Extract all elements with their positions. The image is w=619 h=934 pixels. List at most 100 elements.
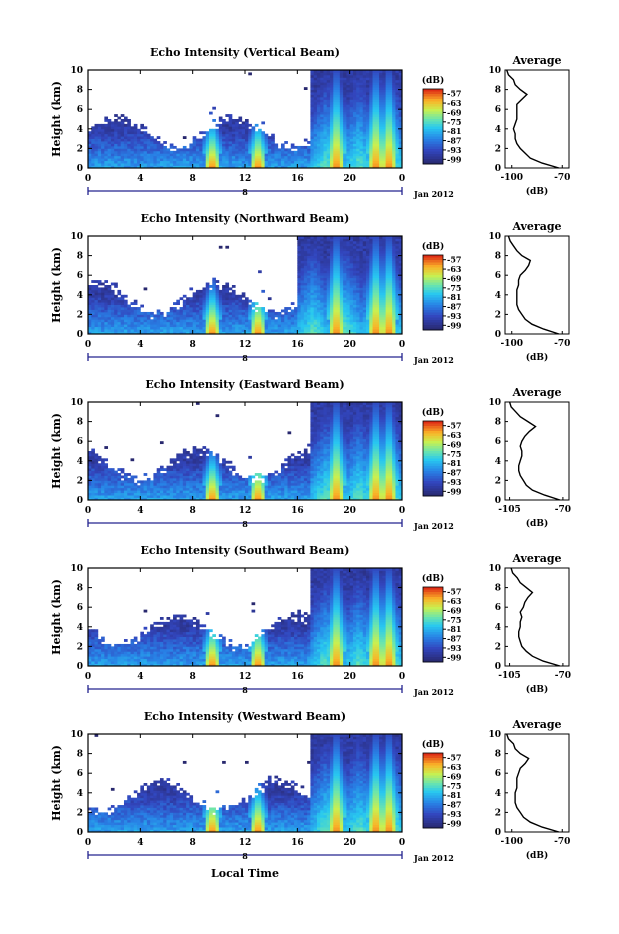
heatmap-cell	[395, 75, 399, 78]
heatmap-cell	[193, 300, 197, 303]
heatmap-cell	[350, 87, 354, 90]
heatmap-cell	[140, 485, 144, 488]
heatmap-cell	[216, 151, 220, 154]
heatmap-cell	[144, 485, 148, 488]
heatmap-cell	[317, 97, 321, 100]
heatmap-cell	[350, 256, 354, 259]
heatmap-cell	[304, 300, 308, 303]
heatmap-cell	[153, 480, 157, 483]
heatmap-cell	[202, 156, 206, 159]
heatmap-cell	[317, 109, 321, 112]
heatmap-cell	[392, 327, 396, 330]
heatmap-cell	[330, 126, 334, 129]
heatmap-cell	[95, 314, 99, 317]
heatmap-cell	[369, 141, 373, 144]
heatmap-cell	[301, 268, 305, 271]
heatmap-cell	[225, 141, 229, 144]
heatmap-cell	[108, 312, 112, 315]
heatmap-cell	[265, 322, 269, 325]
colorbar-swatch	[423, 144, 443, 147]
heatmap-cell	[101, 495, 105, 498]
heatmap-cell	[170, 319, 174, 322]
x-tick-label: 8	[190, 340, 196, 350]
heatmap-cell	[216, 319, 220, 322]
heatmap-cell	[314, 290, 318, 293]
heatmap-cell	[127, 156, 131, 159]
heatmap-cell	[127, 485, 131, 488]
heatmap-cell	[363, 317, 367, 320]
heatmap-cell	[310, 307, 314, 310]
heatmap-cell	[346, 310, 350, 313]
heatmap-cell	[320, 75, 324, 78]
heatmap-cell	[98, 314, 102, 317]
heatmap-cell	[202, 297, 206, 300]
heatmap-cell	[160, 468, 164, 471]
heatmap-cell	[117, 300, 121, 303]
heatmap-cell	[356, 90, 360, 93]
heatmap-cell	[310, 148, 314, 151]
heatmap-cell	[343, 268, 347, 271]
heatmap-cell	[124, 319, 128, 322]
heatmap-cell	[395, 261, 399, 264]
heatmap-cell	[209, 327, 213, 330]
heatmap-cell	[202, 307, 206, 310]
heatmap-cell	[101, 129, 105, 132]
heatmap-cell	[147, 146, 151, 149]
heatmap-cell	[144, 156, 148, 159]
heatmap-cell	[327, 156, 331, 159]
heatmap-cell	[330, 80, 334, 83]
heatmap-cell	[173, 458, 177, 461]
heatmap-cell	[320, 319, 324, 322]
heatmap-cell	[304, 243, 308, 246]
heatmap-cell	[320, 261, 324, 264]
heatmap-cell	[337, 97, 341, 100]
heatmap-cell	[373, 261, 377, 264]
heatmap-cell	[186, 317, 190, 320]
heatmap-cell	[111, 488, 115, 491]
heatmap-cell	[356, 241, 360, 244]
heatmap-cell	[281, 329, 285, 332]
heatmap-cell	[206, 307, 210, 310]
heatmap-cell	[284, 156, 288, 159]
heatmap-cell	[369, 107, 373, 110]
heatmap-cell	[314, 285, 318, 288]
heatmap-cell	[95, 158, 99, 161]
heatmap-cell	[180, 322, 184, 325]
heatmap-cell	[350, 280, 354, 283]
heatmap-cell	[340, 241, 344, 244]
heatmap-cell	[307, 295, 311, 298]
heatmap-cell	[147, 317, 151, 320]
heatmap-cell	[209, 322, 213, 325]
heatmap-cell	[310, 72, 314, 75]
heatmap-cell	[111, 314, 115, 317]
heatmap-cell	[330, 238, 334, 241]
heatmap-cell	[363, 270, 367, 273]
heatmap-cell	[327, 295, 331, 298]
heatmap-cell	[278, 153, 282, 156]
heatmap-cell	[376, 312, 380, 315]
heatmap-cell	[304, 246, 308, 249]
heatmap-cell	[386, 290, 390, 293]
heatmap-cell	[379, 319, 383, 322]
heatmap-cell	[180, 161, 184, 164]
heatmap-cell	[183, 461, 187, 464]
heatmap-cell	[216, 146, 220, 149]
heatmap-cell	[317, 270, 321, 273]
heatmap-cell	[386, 261, 390, 264]
heatmap-cell	[137, 156, 141, 159]
heatmap-cell	[304, 265, 308, 268]
heatmap-cell	[366, 114, 370, 117]
heatmap-cell	[386, 270, 390, 273]
heatmap-cell	[330, 156, 334, 159]
heatmap-cell	[91, 463, 95, 466]
heatmap-cell	[147, 141, 151, 144]
heatmap-cell	[131, 322, 135, 325]
heatmap-cell	[392, 273, 396, 276]
heatmap-cell	[346, 314, 350, 317]
heatmap-cell	[314, 131, 318, 134]
heatmap-cell	[356, 256, 360, 259]
heatmap-cell	[376, 305, 380, 308]
heatmap-cell	[212, 322, 216, 325]
heatmap-cell	[369, 112, 373, 115]
heatmap-cell	[225, 312, 229, 315]
